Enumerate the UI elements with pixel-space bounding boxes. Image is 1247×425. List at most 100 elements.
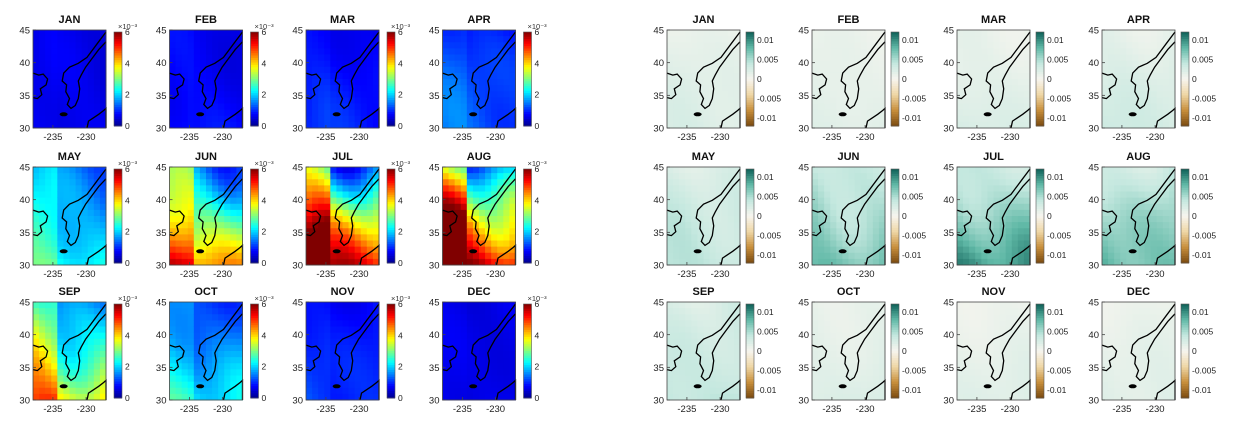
heat-cell — [70, 30, 76, 37]
heat-cell — [461, 259, 467, 266]
heat-cell — [842, 173, 848, 180]
heat-cell — [473, 210, 479, 217]
panel-title: OCT — [194, 286, 218, 298]
heat-cell — [57, 91, 63, 98]
heat-cell — [176, 302, 182, 309]
heat-cell — [82, 198, 88, 205]
heat-cell — [824, 247, 830, 254]
heat-cell — [1006, 91, 1012, 98]
heat-cell — [697, 116, 703, 123]
heat-cell — [182, 167, 188, 174]
heat-cell — [685, 204, 691, 211]
heat-cell — [734, 48, 740, 55]
heat-cell — [697, 167, 703, 174]
heat-cell — [975, 104, 981, 111]
heat-cell — [849, 79, 855, 86]
heat-cell — [312, 369, 318, 376]
heat-cell — [45, 173, 51, 180]
heat-cell — [200, 394, 206, 401]
heat-cell — [63, 42, 69, 49]
heat-cell — [1006, 42, 1012, 49]
heat-cell — [100, 333, 106, 340]
heat-cell — [473, 116, 479, 123]
heat-cell — [691, 234, 697, 241]
heat-cell — [981, 241, 987, 248]
heat-cell — [691, 55, 697, 62]
heat-cell — [1012, 30, 1018, 37]
heat-cell — [491, 376, 497, 383]
heat-cell — [455, 30, 461, 37]
heat-cell — [1126, 192, 1132, 199]
heat-cell — [206, 327, 212, 334]
heat-cell — [697, 55, 703, 62]
heat-cell — [497, 308, 503, 315]
heat-cell — [830, 55, 836, 62]
heat-cell — [324, 320, 330, 327]
heat-cell — [312, 104, 318, 111]
heat-cell — [176, 67, 182, 74]
heat-cell — [1132, 73, 1138, 80]
heat-cell — [230, 85, 236, 92]
heat-cell — [33, 173, 39, 180]
heat-cell — [82, 363, 88, 370]
heat-cell — [981, 185, 987, 192]
heat-cell — [100, 339, 106, 346]
heat-cell — [39, 259, 45, 266]
heat-cell — [51, 308, 57, 315]
heat-cell — [969, 48, 975, 55]
heat-cell — [88, 357, 94, 364]
heat-cell — [324, 339, 330, 346]
heat-cell — [812, 222, 818, 229]
heat-cell — [218, 167, 224, 174]
heat-cell — [485, 247, 491, 254]
colorbar-tick-label: 0 — [398, 258, 403, 268]
heat-cell — [218, 116, 224, 123]
heat-cell — [76, 48, 82, 55]
y-tick-label: 45 — [292, 26, 303, 37]
heat-cell — [182, 85, 188, 92]
heat-cell — [455, 73, 461, 80]
heat-cell — [355, 351, 361, 358]
heat-cell — [236, 345, 242, 352]
heat-cell — [206, 339, 212, 346]
heat-cell — [206, 122, 212, 129]
heat-cell — [194, 228, 200, 235]
heat-cell — [467, 198, 473, 205]
heat-cell — [218, 369, 224, 376]
heat-cell — [206, 394, 212, 401]
heat-cell — [230, 104, 236, 111]
heat-cell — [1114, 198, 1120, 205]
heat-cell — [33, 204, 39, 211]
heat-cell — [45, 382, 51, 389]
heat-cell — [1114, 42, 1120, 49]
heat-cell — [170, 36, 176, 43]
heat-cell — [312, 259, 318, 266]
heat-cell — [324, 253, 330, 260]
y-tick-label: 40 — [156, 195, 167, 206]
heat-cell — [355, 228, 361, 235]
heat-cell — [679, 122, 685, 129]
heat-cell — [45, 185, 51, 192]
heat-cell — [473, 253, 479, 260]
heat-cell — [188, 247, 194, 254]
heat-cell — [685, 91, 691, 98]
heat-cell — [479, 394, 485, 401]
heat-cell — [306, 241, 312, 248]
heat-cell — [1018, 30, 1024, 37]
heat-cell — [94, 104, 100, 111]
heat-cell — [1132, 167, 1138, 174]
heat-cell — [312, 67, 318, 74]
heat-cell — [236, 85, 242, 92]
heat-cell — [343, 185, 349, 192]
heat-cell — [855, 179, 861, 186]
heat-cell — [324, 42, 330, 49]
heat-cell — [361, 167, 367, 174]
heat-cell — [1012, 234, 1018, 241]
heat-cell — [728, 97, 734, 104]
heat-cell — [497, 351, 503, 358]
heat-cell — [679, 210, 685, 217]
heat-cell — [849, 222, 855, 229]
heat-cell — [57, 327, 63, 334]
heat-cell — [324, 173, 330, 180]
